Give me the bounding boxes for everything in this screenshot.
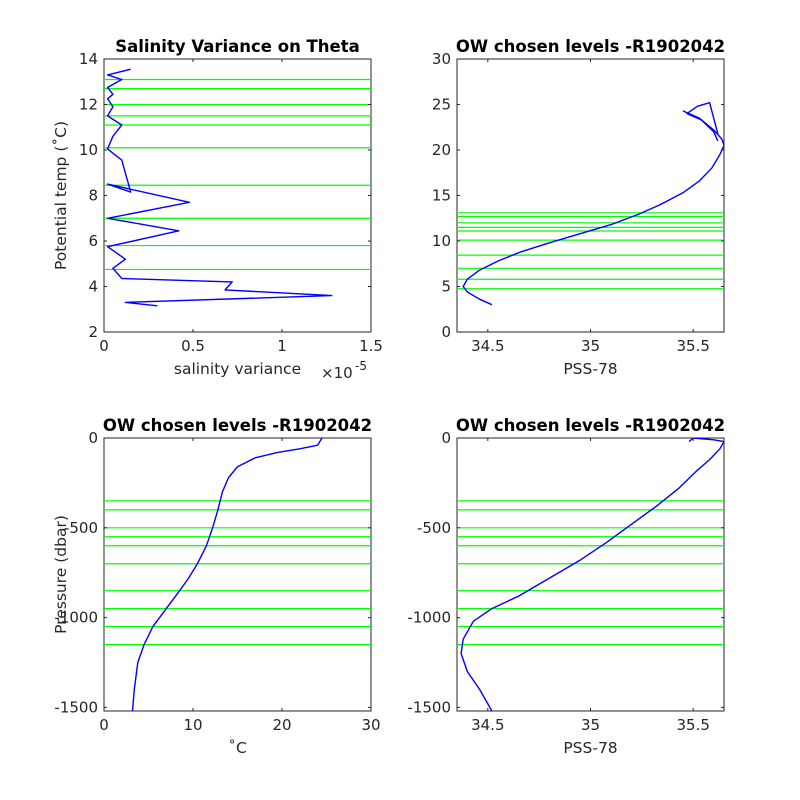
profile-line-1 [131, 438, 323, 711]
x-tick-label: 34.5 [471, 337, 504, 355]
y-axis-label: Pressure (dbar) [52, 515, 70, 634]
plot-area [457, 101, 724, 306]
x-axis-exponent-power: -5 [355, 359, 367, 373]
x-tick-label: 1.5 [359, 337, 383, 355]
profile-line-1 [462, 110, 724, 306]
x-axis-label: ˚C [228, 739, 247, 757]
y-tick-label: 12 [79, 96, 98, 114]
y-tick-label: 10 [432, 232, 451, 250]
y-tick-label: -1000 [54, 609, 98, 627]
y-tick-label: 15 [432, 187, 451, 205]
y-tick-label: 4 [88, 278, 98, 296]
y-tick-label: -1500 [54, 698, 98, 716]
x-tick-label: 35 [581, 337, 600, 355]
y-tick-label: 30 [432, 50, 451, 68]
chart-title: OW chosen levels -R1902042 [456, 416, 725, 435]
y-tick-label: 2 [88, 323, 98, 341]
x-axis-exponent: ×10 [321, 364, 353, 382]
plot-area [104, 438, 371, 711]
y-tick-label: 0 [441, 429, 451, 447]
chart-title: Salinity Variance on Theta [115, 37, 360, 56]
y-tick-label: 8 [88, 187, 98, 205]
y-tick-label: 25 [432, 96, 451, 114]
y-tick-label: 0 [441, 323, 451, 341]
x-tick-label: 0.5 [181, 337, 205, 355]
subplot-3: 0 10 20 30 0 -500 -1000 -1500 OW chosen levels -… [52, 416, 381, 757]
x-axis-label: PSS-78 [563, 739, 617, 757]
profile-line-1 [460, 438, 724, 711]
x-tick-label: 34.5 [471, 716, 504, 734]
y-tick-label: 5 [441, 278, 451, 296]
x-tick-label: 35.5 [676, 716, 709, 734]
y-tick-label: -500 [64, 519, 98, 537]
axes-box [456, 437, 725, 712]
x-tick-label: 0 [99, 337, 109, 355]
chart-title: OW chosen levels -R1902042 [456, 37, 725, 56]
y-tick-label: 0 [88, 429, 98, 447]
y-axis-label: Potential temp (˚C) [52, 121, 70, 270]
x-axis-label: salinity variance [174, 360, 301, 378]
y-tick-label: 14 [79, 50, 98, 68]
x-tick-label: 35 [581, 716, 600, 734]
chart-title: OW chosen levels -R1902042 [103, 416, 372, 435]
y-tick-label: 10 [79, 141, 98, 159]
x-tick-label: 1 [277, 337, 287, 355]
y-tick-label: -1000 [407, 609, 451, 627]
plot-area [104, 68, 371, 307]
x-tick-label: 30 [361, 716, 380, 734]
x-tick-label: 10 [183, 716, 202, 734]
y-tick-label: 20 [432, 141, 451, 159]
y-tick-label: 6 [88, 232, 98, 250]
axes-box [456, 58, 725, 333]
axes-box [103, 437, 372, 712]
plot-area [457, 438, 724, 711]
x-axis-label: PSS-78 [563, 360, 617, 378]
subplot-4: 34.5 35 35.5 0 -500 -1000 -1500 OW chosen level… [407, 416, 725, 757]
y-tick-label: -500 [417, 519, 451, 537]
y-tick-label: -1500 [407, 698, 451, 716]
subplot-2: 34.5 35 35.5 0 5 10 15 20 25 30 OW chosen levels -… [432, 37, 725, 378]
profile-line-1 [106, 68, 333, 307]
x-tick-label: 0 [99, 716, 109, 734]
x-tick-label: 20 [272, 716, 291, 734]
x-tick-label: 35.5 [676, 337, 709, 355]
subplot-1: 0 0.5 1 1.5 2 4 6 8 10 12 14 Salinity Variance on T… [52, 37, 383, 382]
profile-line-2 [686, 101, 719, 142]
